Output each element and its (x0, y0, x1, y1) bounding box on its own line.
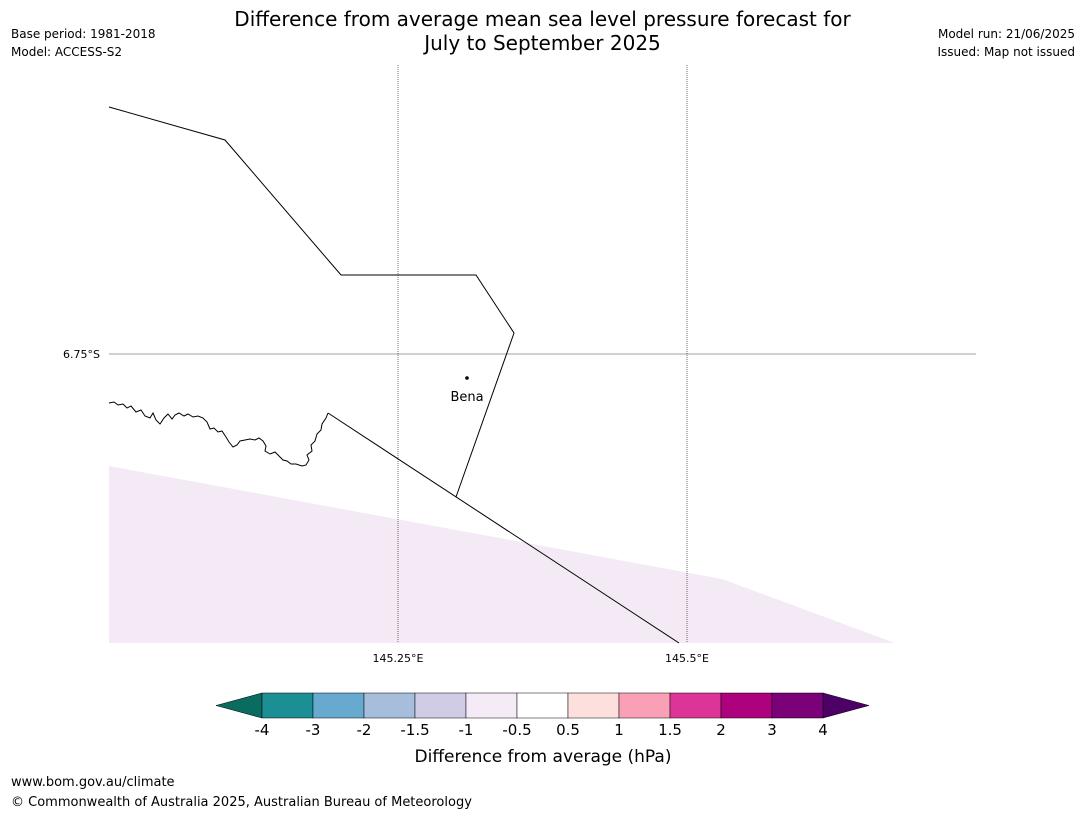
colorbar-tick-label: 3 (767, 721, 777, 739)
colorbar-bin (516, 692, 569, 719)
title-line-1: Difference from average mean sea level p… (234, 7, 851, 31)
province-boundary (327, 412, 680, 644)
place-marker-bena (465, 376, 469, 380)
model-name: Model: ACCESS-S2 (11, 45, 123, 59)
footer-url: www.bom.gov.au/climate (11, 775, 175, 790)
colorbar-tick-label: -1 (459, 721, 474, 739)
colorbar-tick-label: -3 (306, 721, 321, 739)
map-area: Bena 6.75°S 145.25°E 145.5°E (63, 65, 976, 665)
colorbar-bins (261, 692, 824, 719)
colorbar-tick-label: -2 (357, 721, 372, 739)
colorbar-extend-high (822, 692, 870, 719)
longitude-label-145-25: 145.25°E (373, 652, 424, 665)
latitude-label: 6.75°S (63, 348, 100, 361)
meta-right: Model run: 21/06/2025 Issued: Map not is… (937, 25, 1075, 61)
district-boundary (108, 106, 515, 498)
shaded-region (109, 466, 895, 643)
colorbar-bin (720, 692, 773, 719)
colorbar-bin (618, 692, 671, 719)
place-label-bena: Bena (450, 390, 483, 405)
colorbar-bin (771, 692, 824, 719)
colorbar-tick-label: 1 (614, 721, 624, 739)
colorbar-tick-label: 2 (716, 721, 726, 739)
colorbar-tick-label: -4 (255, 721, 270, 739)
colorbar-bin (669, 692, 722, 719)
footer-copyright: © Commonwealth of Australia 2025, Austra… (11, 795, 472, 810)
title-line-2: July to September 2025 (424, 31, 661, 55)
colorbar-tick-label: -0.5 (502, 721, 531, 739)
issued-status: Issued: Map not issued (937, 45, 1075, 59)
longitude-label-145-5: 145.5°E (665, 652, 709, 665)
colorbar-bin (414, 692, 467, 719)
colorbar-tick-labels: -4 -3 -2 -1.5 -1 -0.5 0.5 1 1.5 2 3 4 (255, 721, 828, 739)
colorbar-tick-label: 0.5 (556, 721, 580, 739)
colorbar-bin (465, 692, 518, 719)
colorbar-bin (363, 692, 416, 719)
colorbar-bin (261, 692, 314, 719)
river-line (108, 401, 329, 467)
colorbar-tick-label: 4 (818, 721, 828, 739)
base-period: Base period: 1981-2018 (11, 27, 156, 41)
colorbar-tick-label: 1.5 (658, 721, 682, 739)
map-title: Difference from average mean sea level p… (0, 7, 1085, 55)
colorbar-title: Difference from average (hPa) (415, 747, 672, 767)
colorbar-tick-label: -1.5 (400, 721, 429, 739)
colorbar-extend-low (215, 692, 263, 719)
colorbar: -4 -3 -2 -1.5 -1 -0.5 0.5 1 1.5 2 3 4 Difference fr… (215, 692, 870, 767)
colorbar-bin (567, 692, 620, 719)
meta-left: Base period: 1981-2018 Model: ACCESS-S2 (11, 25, 156, 61)
model-run: Model run: 21/06/2025 (937, 27, 1075, 41)
colorbar-bin (312, 692, 365, 719)
